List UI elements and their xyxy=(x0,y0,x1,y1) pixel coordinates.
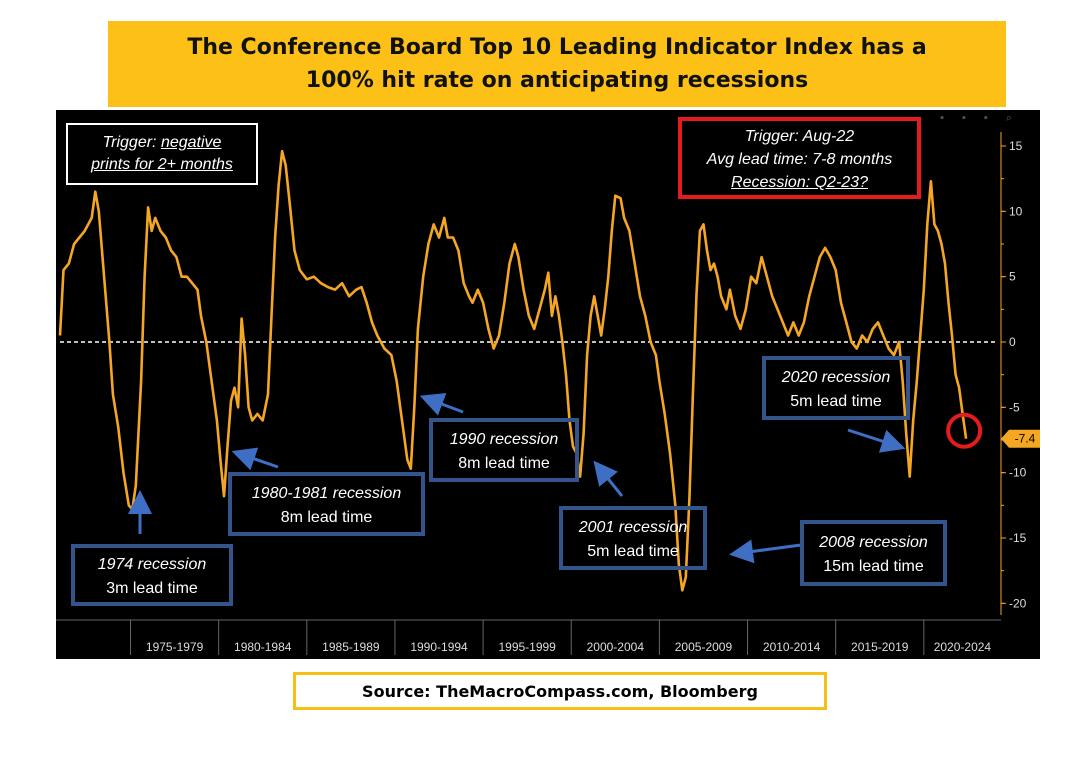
x-tick-label: 1985-1989 xyxy=(322,640,380,654)
annotation-title: 2008 recession xyxy=(819,534,928,551)
y-tick-label: 15 xyxy=(1009,139,1023,153)
x-tick-label: 1980-1984 xyxy=(234,640,292,654)
trigger-note-prefix: Trigger: xyxy=(102,134,161,151)
annotation-title: 2020 recession xyxy=(781,369,891,386)
annotation-lead: 15m lead time xyxy=(823,558,924,575)
trigger-summary-box: Trigger: Aug-22 Avg lead time: 7-8 month… xyxy=(678,117,921,199)
source-text: Source: TheMacroCompass.com, Bloomberg xyxy=(362,681,758,701)
x-tick-label: 1995-1999 xyxy=(498,640,556,654)
toolbar-icon[interactable]: ▪ xyxy=(983,112,1006,124)
annotation-2020: 2020 recession 5m lead time xyxy=(762,356,910,420)
x-tick-label: 2010-2014 xyxy=(763,640,821,654)
annotation-1980-1981: 1980-1981 recession 8m lead time xyxy=(228,472,425,536)
title-banner: The Conference Board Top 10 Leading Indi… xyxy=(108,21,1006,107)
annotation-2008: 2008 recession 15m lead time xyxy=(800,520,947,586)
toolbar-icon[interactable]: ▪ xyxy=(940,112,963,124)
line-chart: 15 10 5 0 -5 -10 -15 -20 1975-1979 1980-1984 1985-… xyxy=(56,132,1040,655)
annotation-arrow xyxy=(593,460,624,497)
annotation-arrow xyxy=(419,392,464,416)
chart-panel: 15 10 5 0 -5 -10 -15 -20 1975-1979 1980-1984 1985-… xyxy=(56,110,1040,659)
y-tick-label: -5 xyxy=(1009,400,1020,414)
trigger-note-underlined-1: negative xyxy=(160,134,222,151)
annotation-lead: 5m lead time xyxy=(790,393,882,410)
y-tick-label: -15 xyxy=(1009,531,1027,545)
toolbar-icon[interactable]: ▪ xyxy=(962,112,984,124)
y-tick-label: 5 xyxy=(1009,270,1016,284)
x-tick-label: 2000-2004 xyxy=(587,640,645,654)
source-box: Source: TheMacroCompass.com, Bloomberg xyxy=(293,672,827,710)
annotation-arrow xyxy=(847,428,906,453)
latest-value-highlight xyxy=(946,412,983,449)
annotation-title: 1990 recession xyxy=(449,431,559,448)
x-tick-label: 1975-1979 xyxy=(146,640,204,654)
zoom-icon[interactable]: ⌕ xyxy=(1005,112,1030,124)
annotation-title: 1974 recession xyxy=(97,556,207,573)
trigger-date: Trigger: Aug-22 xyxy=(744,128,855,145)
annotation-arrow xyxy=(231,447,279,471)
series-line xyxy=(58,149,968,592)
trigger-note-box: Trigger: negative prints for 2+ months xyxy=(66,123,258,185)
trigger-note-underlined-2: prints for 2+ months xyxy=(91,156,233,173)
annotation-title: 1980-1981 recession xyxy=(251,485,402,502)
y-tick-label: 0 xyxy=(1009,335,1016,349)
y-tick-label: -10 xyxy=(1009,466,1027,480)
annotation-1974: 1974 recession 3m lead time xyxy=(71,544,233,606)
x-tick-label: 2015-2019 xyxy=(851,640,909,654)
x-tick-label: 2020-2024 xyxy=(934,640,992,654)
annotation-lead: 8m lead time xyxy=(458,455,550,472)
chart-toolbar: ▪▪▪⌕ xyxy=(940,112,1030,125)
latest-value-label: -7.4 xyxy=(1015,432,1036,446)
annotation-lead: 5m lead time xyxy=(587,543,679,560)
title-line-2: 100% hit rate on anticipating recessions xyxy=(305,68,809,93)
avg-lead-time: Avg lead time: 7-8 months xyxy=(706,151,893,168)
y-tick-label: 10 xyxy=(1009,204,1023,218)
x-tick-label: 1990-1994 xyxy=(410,640,468,654)
recession-forecast: Recession: Q2-23? xyxy=(731,174,868,191)
annotation-lead: 8m lead time xyxy=(280,509,373,526)
annotation-arrow xyxy=(729,539,802,564)
annotation-lead: 3m lead time xyxy=(106,580,198,597)
title-line-1: The Conference Board Top 10 Leading Indi… xyxy=(187,35,927,60)
annotation-1990: 1990 recession 8m lead time xyxy=(429,418,579,482)
annotation-2001: 2001 recession 5m lead time xyxy=(559,506,707,570)
y-tick-label: -20 xyxy=(1009,596,1027,610)
x-tick-label: 2005-2009 xyxy=(675,640,733,654)
annotation-title: 2001 recession xyxy=(578,519,688,536)
latest-value-tag xyxy=(1001,429,1040,448)
